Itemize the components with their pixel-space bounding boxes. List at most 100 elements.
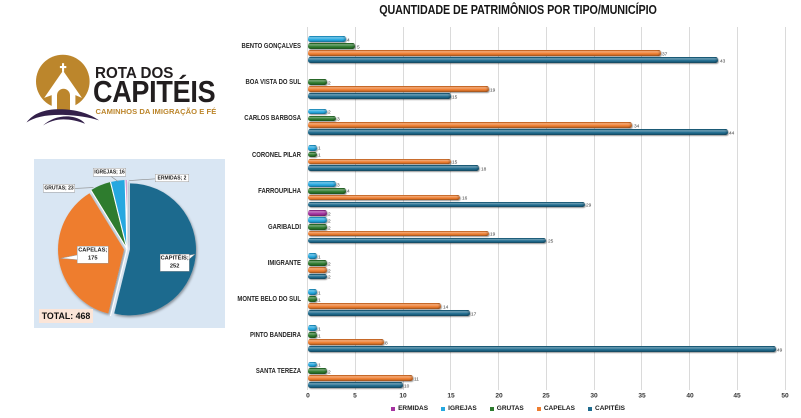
x-axis-label: 15 xyxy=(447,391,455,399)
category-label: CARLOS BARBOSA xyxy=(244,114,301,122)
pie-chart-panel: IGREJAS; 16 ERMIDAS; 2 GRUTAS; 23 CAPELA… xyxy=(34,158,225,328)
cross-icon xyxy=(59,63,67,72)
category-label: BOA VISTA DO SUL xyxy=(245,78,301,86)
pie-slice-capitéis xyxy=(114,182,196,315)
bar-value-label: 25 xyxy=(547,238,553,245)
bar-capitéis xyxy=(307,165,480,172)
bar-grutas xyxy=(307,115,337,122)
rota-dos-capiteis-logo: ROTA DOS CAPITÉIS CAMINHOS DA IMIGRAÇÃO … xyxy=(0,0,240,150)
bar-grutas xyxy=(307,151,318,158)
bar-value-label: 1 xyxy=(318,362,322,369)
bar-value-label: 18 xyxy=(480,166,487,173)
pie-label-line: CAPITÉIS; xyxy=(160,255,189,262)
bar-value-label: 2 xyxy=(327,218,331,224)
bar-capitéis xyxy=(307,57,719,63)
bar-grutas xyxy=(307,368,327,375)
category-label: IMIGRANTE xyxy=(267,258,301,267)
x-axis-label: 35 xyxy=(638,391,646,399)
bar-grutas xyxy=(307,260,327,266)
x-axis-label: 40 xyxy=(685,391,694,399)
pie-label-capiteis: CAPITÉIS; 252 xyxy=(159,254,189,272)
bar-capitéis xyxy=(307,273,327,280)
swoosh-large-icon xyxy=(26,109,99,123)
x-axis-label: 30 xyxy=(590,391,598,399)
gridline xyxy=(355,26,356,390)
bar-value-label: 49 xyxy=(776,347,783,353)
bar-value-label: 5 xyxy=(356,44,360,50)
bar-igrejas xyxy=(307,361,318,368)
bar-igrejas xyxy=(307,217,327,223)
pie-separator-line xyxy=(90,189,128,249)
legend-item-ermidas: ERMIDAS xyxy=(390,404,429,413)
bar-value-label: 17 xyxy=(471,311,477,317)
gridline xyxy=(403,26,404,390)
bar-value-label: 1 xyxy=(318,290,322,296)
bar-value-label: 2 xyxy=(327,274,331,281)
bar-value-label: 1 xyxy=(318,254,322,260)
bar-grutas xyxy=(307,187,346,194)
pie-slice-grutas xyxy=(91,181,126,246)
leader-line-ermidas xyxy=(129,178,156,181)
bar-value-label: 10 xyxy=(404,383,410,389)
pie-label-grutas: GRUTAS; 23 xyxy=(42,183,75,192)
bar-ermidas xyxy=(307,210,327,216)
bar-igrejas xyxy=(307,36,346,43)
pie-total-label: TOTAL: 468 xyxy=(39,309,93,323)
bar-value-label: 37 xyxy=(662,51,668,57)
pie-label-ermidas: ERMIDAS; 2 xyxy=(155,174,190,183)
legend-item-capelas: CAPELAS xyxy=(536,404,575,413)
leader-line-grutas xyxy=(74,186,94,189)
bar-grutas xyxy=(307,332,318,338)
bar-capelas xyxy=(307,339,384,345)
bar-value-label: 19 xyxy=(490,231,496,238)
bar-value-label: 1 xyxy=(318,326,322,333)
bar-value-label: 1 xyxy=(318,145,322,152)
bar-capelas xyxy=(307,158,451,165)
bar-capelas xyxy=(307,303,442,309)
bar-capelas xyxy=(307,86,490,93)
logo-tagline: CAMINHOS DA IMIGRAÇÃO E FÉ xyxy=(95,107,217,117)
legend-label: IGREJAS xyxy=(448,404,477,412)
bar-grutas xyxy=(307,296,318,302)
pie-slice-separators xyxy=(90,179,128,316)
gridline xyxy=(450,26,451,390)
pie-label-igrejas: IGREJAS; 16 xyxy=(93,167,127,177)
x-axis-label: 0 xyxy=(305,391,310,399)
bar-value-label: 8 xyxy=(385,340,388,346)
bar-value-label: 2 xyxy=(327,211,331,217)
bar-igrejas xyxy=(307,325,318,332)
church-logo-icon xyxy=(26,54,99,126)
legend-item-capitéis: CAPITÉIS xyxy=(587,405,625,413)
bar-capitéis xyxy=(307,93,451,99)
leader-line-igrejas xyxy=(111,176,119,182)
bar-value-label: 16 xyxy=(461,195,467,202)
bar-value-label: 14 xyxy=(442,304,448,310)
bar-capelas xyxy=(307,122,633,129)
bar-igrejas xyxy=(307,180,337,187)
legend-label: GRUTAS xyxy=(496,404,524,412)
gridline xyxy=(737,26,738,390)
chapel-door xyxy=(57,88,70,111)
bar-value-label: 2 xyxy=(327,369,331,376)
x-axis-label: 20 xyxy=(494,391,503,399)
cross-horizontal-bar xyxy=(59,66,67,69)
bar-capitéis xyxy=(307,237,547,244)
pie-label-line: CAPELAS; xyxy=(77,247,107,254)
bar-value-label: 19 xyxy=(490,87,496,93)
bar-igrejas xyxy=(307,289,318,295)
legend-label: ERMIDAS xyxy=(398,404,429,412)
bar-value-label: 2 xyxy=(327,261,331,267)
bar-value-label: 2 xyxy=(327,109,331,116)
category-label: BENTO GONÇALVES xyxy=(241,42,301,50)
bar-grutas xyxy=(307,79,327,86)
x-axis-label: 5 xyxy=(353,391,358,399)
bar-chart-legend: ERMIDAS IGREJAS GRUTAS CAPELAS CAPITÉIS xyxy=(208,404,801,413)
bar-value-label: 3 xyxy=(337,116,341,123)
category-label: FARROUPILHA xyxy=(258,186,301,195)
legend-label: CAPELAS xyxy=(543,404,575,412)
bar-value-label: 1 xyxy=(318,152,322,159)
legend-swatch-icon xyxy=(536,406,542,411)
bar-capitéis xyxy=(307,309,470,316)
bar-value-label: 1 xyxy=(318,297,322,303)
